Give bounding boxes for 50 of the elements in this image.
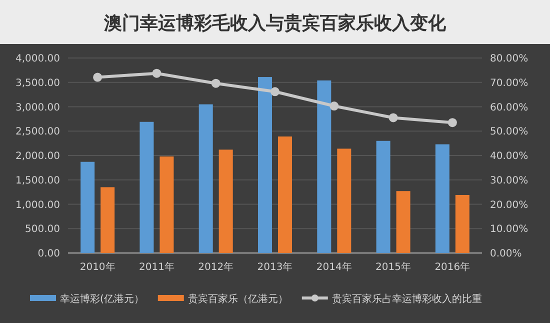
y2-tick-label: 10.00% bbox=[490, 224, 528, 236]
y2-tick-label: 80.00% bbox=[490, 54, 528, 64]
bar bbox=[337, 148, 352, 253]
bar bbox=[396, 191, 410, 253]
legend-label: 幸运博彩(亿港元） bbox=[60, 293, 144, 305]
y2-tick-label: 0.00% bbox=[490, 248, 522, 260]
x-tick-label: 2013年 bbox=[257, 261, 293, 273]
x-tick-label: 2014年 bbox=[316, 261, 352, 273]
point bbox=[211, 78, 220, 88]
bar bbox=[455, 194, 470, 253]
bar bbox=[376, 140, 390, 253]
bar bbox=[317, 80, 332, 253]
y-tick-label: 1,500.00 bbox=[15, 175, 60, 186]
y-tick-label: 2,000.00 bbox=[15, 151, 60, 162]
point bbox=[152, 68, 162, 78]
chart-title: 澳门幸运博彩毛收入与贵宾百家乐收入变化 bbox=[103, 13, 447, 34]
y-tick-label: 3,500.00 bbox=[15, 78, 60, 89]
point bbox=[330, 102, 339, 111]
legend-label: 贵宾百家乐占幸运博彩收入的比重 bbox=[332, 293, 482, 305]
x-tick-label: 2016年 bbox=[434, 261, 470, 273]
bar bbox=[80, 162, 95, 253]
x-tick-label: 2015年 bbox=[376, 261, 412, 273]
y2-tick-label: 20.00% bbox=[490, 200, 528, 211]
y-tick-label: 0.00 bbox=[38, 248, 60, 260]
x-tick-label: 2010年 bbox=[80, 261, 116, 273]
y-tick-label: 2,500.00 bbox=[15, 126, 60, 138]
bar bbox=[435, 144, 450, 253]
bar bbox=[160, 156, 174, 253]
y-tick-label: 4,000.00 bbox=[15, 54, 60, 64]
point bbox=[388, 113, 398, 122]
bar bbox=[278, 136, 292, 253]
bar bbox=[100, 187, 115, 253]
legend-label: 贵宾百家乐（亿港元） bbox=[188, 293, 288, 305]
bar bbox=[140, 122, 154, 253]
point bbox=[270, 87, 280, 96]
y2-tick-label: 70.00% bbox=[490, 78, 528, 89]
y-tick-label: 3,000.00 bbox=[15, 102, 60, 114]
y2-tick-label: 40.00% bbox=[490, 151, 528, 162]
y2-tick-label: 30.00% bbox=[490, 175, 528, 186]
point bbox=[93, 72, 102, 82]
x-tick-label: 2012年 bbox=[198, 261, 234, 273]
y2-tick-label: 50.00% bbox=[490, 126, 528, 138]
point bbox=[448, 118, 457, 128]
bar bbox=[218, 150, 233, 253]
bar bbox=[198, 104, 213, 253]
x-tick-label: 2011年 bbox=[138, 261, 174, 273]
bar bbox=[258, 77, 272, 253]
y-tick-label: 1,000.00 bbox=[15, 200, 60, 211]
y-tick-label: 500.00 bbox=[25, 224, 60, 236]
y2-tick-label: 60.00% bbox=[490, 102, 528, 114]
